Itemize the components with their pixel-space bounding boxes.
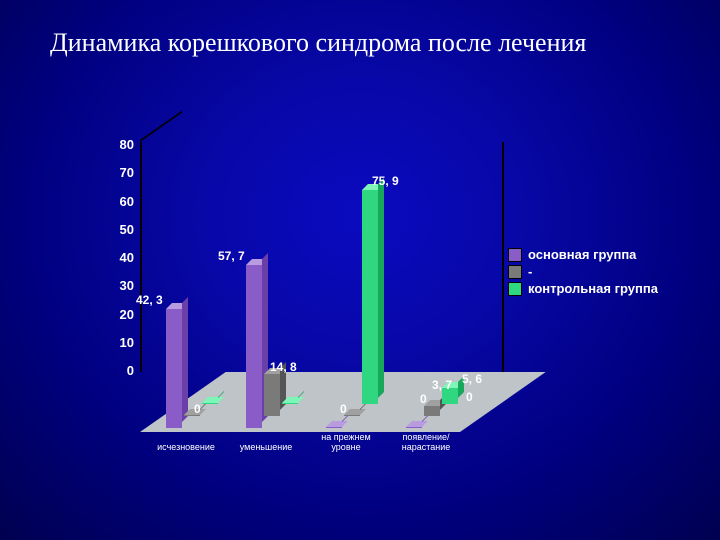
value-label: 0 — [466, 390, 473, 404]
legend-label: основная группа — [528, 247, 636, 262]
legend-label: контрольная группа — [528, 281, 658, 296]
legend-label: - — [528, 264, 532, 279]
value-label: 14, 8 — [270, 360, 297, 374]
y-tick: 20 — [100, 307, 134, 322]
y-tick: 0 — [100, 363, 134, 378]
x-label: появление/нарастание — [386, 432, 466, 452]
legend-swatch — [508, 248, 522, 262]
value-label: 3, 7 — [432, 378, 452, 392]
bar — [246, 265, 262, 428]
value-label: 57, 7 — [218, 249, 245, 263]
value-label: 0 — [194, 402, 201, 416]
legend-item: основная группа — [508, 247, 658, 262]
axis-y-front — [140, 142, 142, 372]
bar — [362, 190, 378, 404]
y-tick: 10 — [100, 335, 134, 350]
y-tick: 40 — [100, 250, 134, 265]
y-tick: 30 — [100, 278, 134, 293]
y-tick: 60 — [100, 194, 134, 209]
legend-item: - — [508, 264, 658, 279]
y-tick: 50 — [100, 222, 134, 237]
slide-title: Динамика корешкового синдрома после лече… — [0, 0, 720, 58]
x-label: исчезновение — [146, 442, 226, 452]
x-label: уменьшение — [226, 442, 306, 452]
bar-chart-3d: 01020304050607080 исчезновениеуменьшение… — [100, 150, 460, 450]
value-label: 5, 6 — [462, 372, 482, 386]
legend-swatch — [508, 282, 522, 296]
axis-y-back — [502, 142, 504, 372]
value-label: 42, 3 — [136, 293, 163, 307]
legend: основная группа - контрольная группа — [508, 245, 658, 298]
bar — [424, 406, 440, 416]
bar — [326, 427, 342, 428]
value-label: 0 — [420, 392, 427, 406]
value-label: 0 — [340, 402, 347, 416]
y-tick: 80 — [100, 137, 134, 152]
bar — [406, 427, 422, 428]
y-tick: 70 — [100, 165, 134, 180]
x-label: на прежнем уровне — [306, 432, 386, 452]
bar — [166, 309, 182, 428]
legend-swatch — [508, 265, 522, 279]
bar — [202, 403, 218, 404]
bar — [282, 403, 298, 404]
legend-item: контрольная группа — [508, 281, 658, 296]
bar — [264, 374, 280, 416]
value-label: 75, 9 — [372, 174, 399, 188]
